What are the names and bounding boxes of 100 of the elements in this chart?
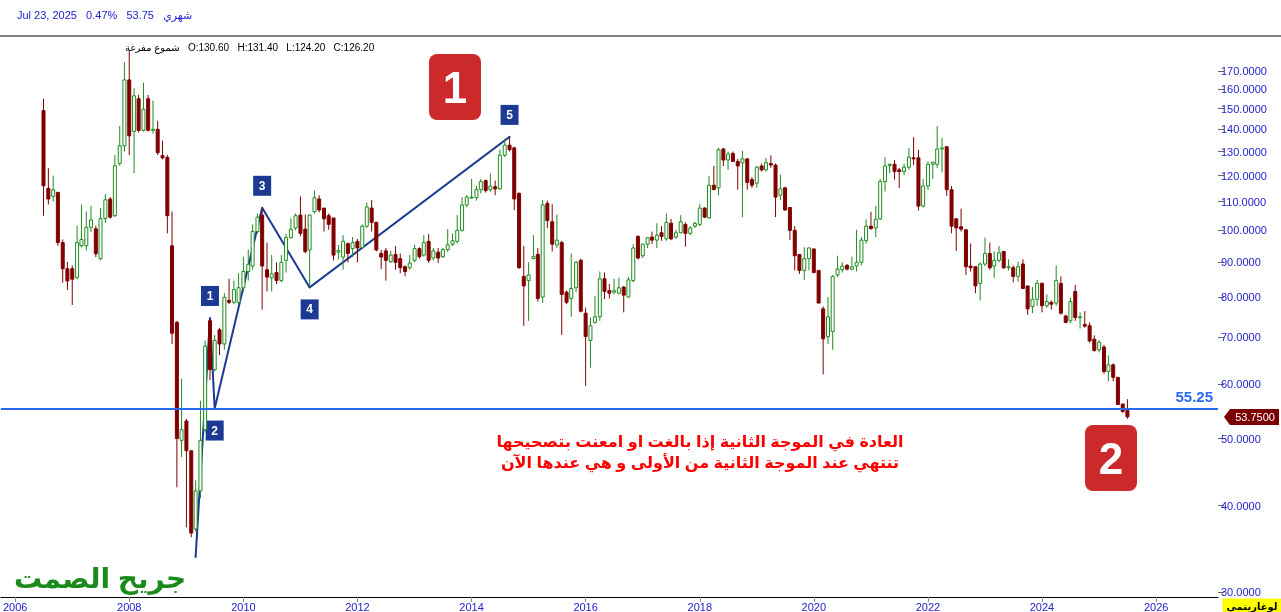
candlestick (697, 203, 702, 227)
candlestick (51, 175, 56, 203)
candlestick (683, 221, 688, 248)
candlestick (550, 203, 555, 252)
candlestick (612, 278, 617, 295)
candlestick (1016, 261, 1021, 283)
candlestick (745, 158, 750, 191)
candlestick (526, 261, 531, 322)
annotation: 5 (506, 107, 514, 122)
candlestick (711, 165, 716, 191)
candlestick (806, 246, 811, 271)
x-tick-label: 2012 (345, 600, 370, 612)
candlestick (150, 100, 155, 135)
candlestick (1125, 398, 1130, 420)
ref-line-label: 55.25 (1175, 387, 1213, 405)
annotation: 2 (211, 423, 219, 438)
y-tick-label: 90.0000 (1221, 255, 1261, 268)
candlestick (1054, 264, 1059, 307)
candlestick (227, 278, 232, 305)
candlestick (583, 307, 588, 387)
annotation: 1 (206, 288, 214, 303)
y-tick-label: 160.0000 (1221, 83, 1267, 96)
x-tick-label: 2020 (801, 600, 827, 612)
candlestick (892, 159, 897, 181)
chart-title: Jul 23, 2025 0.47% 53.75 شهري (17, 8, 193, 22)
candlestick (274, 261, 279, 285)
y-tick-label: 70.0000 (1221, 331, 1261, 344)
y-tick-label: 80.0000 (1221, 291, 1261, 304)
candlestick (740, 150, 745, 218)
candlestick (1106, 354, 1111, 382)
candlestick (649, 231, 654, 245)
candlestick (355, 238, 360, 263)
candlestick (554, 214, 559, 249)
annotation: 4 (306, 302, 314, 317)
annotation: 3 (258, 178, 266, 193)
candlestick (754, 165, 759, 189)
candlestick (778, 174, 783, 201)
text: شموع مفرغة O:130.60 H:131.40 L:124.20 C:126.20 (125, 41, 375, 54)
candlestick (383, 247, 388, 282)
candlestick (987, 242, 992, 271)
candlestick (906, 147, 911, 171)
x-tick-label: 2018 (687, 600, 713, 612)
candlestick (108, 196, 113, 220)
candlestick (379, 249, 384, 270)
candlestick (935, 125, 940, 169)
candlestick (545, 200, 550, 229)
y-tick-label: 60.0000 (1221, 377, 1261, 390)
candlestick (426, 233, 431, 264)
candlestick (621, 285, 626, 313)
y-tick-label: 30.0000 (1221, 585, 1261, 598)
candlestick (141, 82, 146, 132)
candlestick (155, 120, 160, 156)
candlestick (269, 254, 274, 292)
annotation: العادة في الموجة الثانية إذا بالغت او امعنت بتصحيحها تنتهي عند الموجة الثانية من الأولى و هي عندها الآن (496, 433, 904, 473)
candlestick (1078, 311, 1083, 330)
candlestick (835, 255, 840, 278)
annotation: 1 (442, 62, 468, 112)
text: 53.7500 (1235, 411, 1275, 423)
candlestick (1039, 281, 1044, 313)
candlestick (588, 317, 593, 369)
x-tick-label: 2024 (1029, 600, 1055, 612)
candlestick (217, 327, 222, 356)
candlestick (521, 245, 526, 327)
x-tick-label: 2022 (915, 600, 941, 612)
y-tick-label: 170.0000 (1221, 64, 1267, 77)
candlestick (312, 189, 317, 214)
candlestick (350, 236, 355, 258)
y-tick-label: 50.0000 (1221, 432, 1261, 445)
y-tick-label: 130.0000 (1221, 145, 1267, 158)
candlestick (569, 252, 574, 318)
x-tick-label: 2026 (1143, 600, 1169, 612)
candlestick (664, 212, 669, 242)
y-tick-label: 100.0000 (1221, 224, 1267, 237)
y-tick-label: 150.0000 (1221, 102, 1267, 115)
candlestick (421, 234, 426, 258)
candlestick (635, 234, 640, 260)
y-tick-label: 110.0000 (1221, 195, 1267, 208)
candlestick (654, 222, 659, 249)
candlestick (46, 167, 51, 205)
candlestick (726, 151, 731, 171)
candlestick (393, 245, 398, 271)
candlestick (802, 246, 807, 281)
text: لوغاريتمي (1226, 600, 1278, 612)
candlestick (1068, 297, 1073, 324)
y-tick-label: 140.0000 (1221, 123, 1267, 136)
y-tick-label: 40.0000 (1221, 499, 1261, 512)
candlestick (488, 172, 493, 193)
candlestick (992, 251, 997, 279)
candlestick (868, 211, 873, 231)
x-tick-label: 2014 (459, 600, 484, 612)
x-tick-label: 2016 (573, 600, 598, 612)
x-tick-label: 2006 (2, 600, 28, 612)
candlestick (616, 277, 621, 295)
annotation: 2 (1098, 433, 1124, 483)
annotation: جريح الصمت (13, 562, 187, 595)
x-tick-label: 2010 (231, 600, 256, 612)
y-tick-label: 120.0000 (1221, 169, 1267, 182)
candlestick (265, 242, 269, 292)
candlestick (531, 234, 536, 260)
x-tick-label: 2008 (117, 600, 142, 612)
